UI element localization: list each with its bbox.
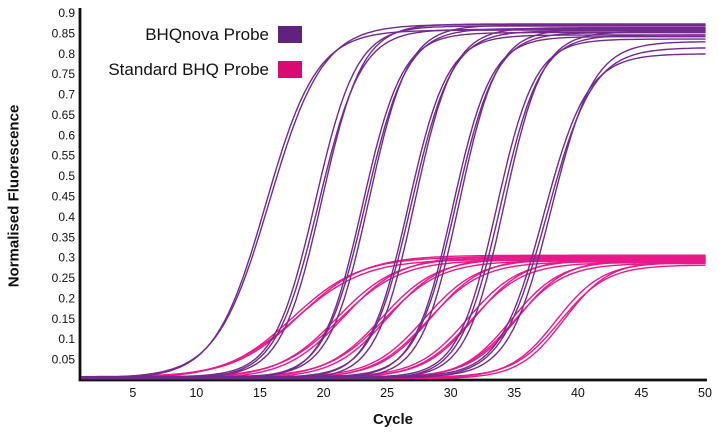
amplification-curve bbox=[81, 260, 706, 380]
y-tick-label: 0.05 bbox=[52, 353, 76, 367]
x-tick-label: 30 bbox=[444, 386, 458, 400]
legend-label-standard-bhq-probe: Standard BHQ Probe bbox=[108, 59, 269, 79]
x-tick-label: 20 bbox=[317, 386, 331, 400]
legend-item-standard-bhq-probe: Standard BHQ Probe bbox=[0, 52, 302, 87]
x-tick-label: 50 bbox=[698, 386, 712, 400]
x-tick-label: 25 bbox=[380, 386, 394, 400]
amplification-curve bbox=[81, 47, 706, 379]
amplification-curve bbox=[81, 36, 706, 379]
amplification-curve bbox=[81, 262, 706, 379]
legend-swatch-standard-bhq-probe bbox=[278, 61, 302, 78]
amplification-curve bbox=[81, 254, 706, 378]
x-tick-label: 15 bbox=[253, 386, 267, 400]
legend: BHQnova Probe Standard BHQ Probe bbox=[0, 17, 302, 87]
amplification-curve bbox=[81, 38, 706, 378]
y-tick-label: 0.2 bbox=[58, 291, 75, 305]
amplification-curve bbox=[81, 261, 706, 380]
amplification-curve bbox=[81, 262, 706, 379]
y-tick-label: 0.3 bbox=[58, 251, 75, 265]
x-tick-label: 5 bbox=[129, 386, 136, 400]
x-tick-label: 40 bbox=[571, 386, 585, 400]
y-axis-title: Normalised Fluorescence bbox=[5, 104, 23, 288]
y-tick-label: 0.35 bbox=[52, 230, 76, 244]
y-tick-label: 0.85 bbox=[52, 26, 76, 40]
y-tick-label: 0.1 bbox=[58, 332, 75, 346]
axes bbox=[78, 8, 707, 382]
amplification-curve bbox=[81, 264, 706, 378]
y-tick-label: 0.8 bbox=[58, 47, 75, 61]
y-tick-label: 0.45 bbox=[52, 190, 76, 204]
x-tick-label: 45 bbox=[634, 386, 648, 400]
amplification-curve bbox=[81, 260, 706, 380]
y-tick-label: 0.25 bbox=[52, 271, 76, 285]
x-axis-title: Cycle bbox=[372, 411, 414, 428]
y-tick-label: 0.75 bbox=[52, 67, 76, 81]
legend-swatch-bhqnova-probe bbox=[278, 26, 302, 43]
y-tick-label: 0.7 bbox=[58, 88, 75, 102]
y-tick-label: 0.5 bbox=[58, 169, 75, 183]
amplification-curve bbox=[81, 261, 706, 379]
legend-item-bhqnova-probe: BHQnova Probe bbox=[0, 17, 302, 52]
amplification-curve bbox=[81, 41, 706, 378]
x-tick-label: 35 bbox=[507, 386, 521, 400]
y-tick-label: 0.6 bbox=[58, 128, 75, 142]
y-tick-label: 0.15 bbox=[52, 312, 76, 326]
x-tick-label: 10 bbox=[189, 386, 203, 400]
y-tick-label: 0.65 bbox=[52, 108, 76, 122]
y-tick-label: 0.55 bbox=[52, 149, 76, 163]
y-tick-label: 0.4 bbox=[58, 210, 75, 224]
y-tick-label: 0.9 bbox=[58, 6, 75, 20]
legend-label-bhqnova-probe: BHQnova Probe bbox=[145, 24, 269, 44]
